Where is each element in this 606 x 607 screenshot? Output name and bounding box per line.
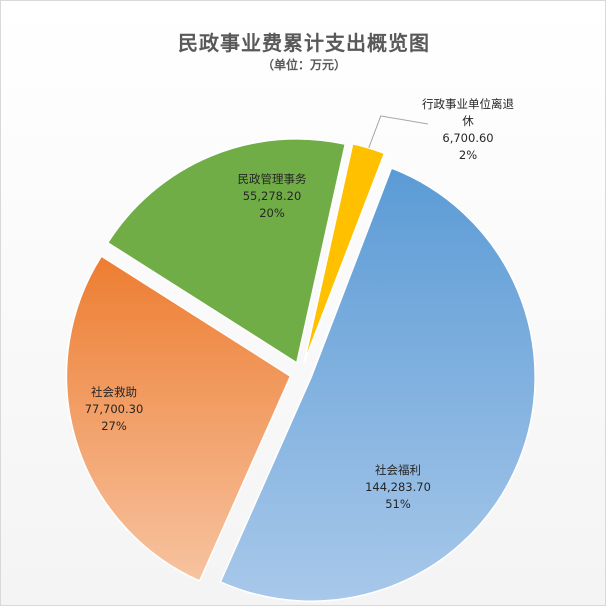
slice-percent-2: 20% (259, 206, 285, 220)
leader-line-3 (368, 115, 429, 149)
chart-title: 民政事业费累计支出概览图 (178, 31, 430, 55)
pie-slice-1 (65, 255, 292, 582)
slice-percent-3: 2% (459, 148, 477, 162)
slice-label-3: 休 (462, 114, 474, 128)
slice-percent-0: 51% (385, 497, 411, 511)
pie-slice-3 (303, 142, 386, 363)
slice-percent-1: 27% (101, 419, 127, 433)
pie-slice-0 (219, 167, 536, 602)
slice-value-2: 55,278.20 (243, 189, 302, 203)
chart-subtitle: （单位：万元） (261, 58, 346, 72)
pie-slice-2 (106, 138, 347, 365)
slice-label-1: 社会救助 (91, 385, 137, 399)
slice-label-0: 社会福利 (375, 463, 421, 477)
slice-value-3: 6,700.60 (442, 131, 493, 145)
slice-value-1: 77,700.30 (85, 402, 144, 416)
slice-label-2: 民政管理事务 (238, 172, 307, 186)
slice-value-0: 144,283.70 (365, 480, 431, 494)
slice-label-3: 行政事业单位离退 (422, 97, 514, 111)
